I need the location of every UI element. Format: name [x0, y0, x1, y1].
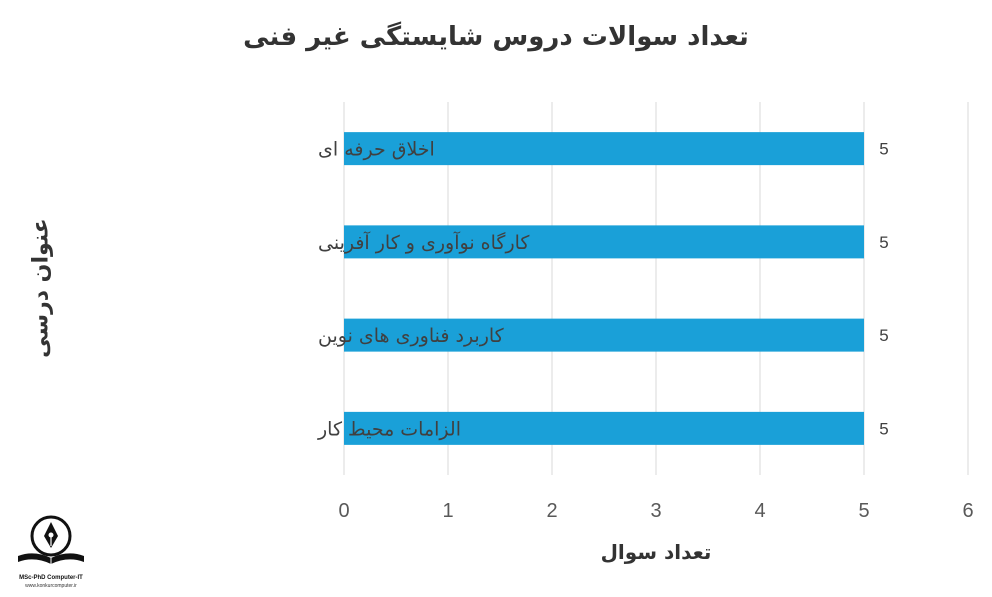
y-tick-label: الزامات محیط کار: [317, 418, 461, 440]
bar: [344, 132, 864, 166]
data-label: 5: [879, 140, 888, 159]
y-tick-label: کاربرد فناوری های نوین: [318, 325, 505, 347]
data-label: 5: [879, 419, 888, 438]
y-axis-title: عنوان درسی: [28, 218, 54, 358]
y-tick-label: اخلاق حرفه ای: [318, 139, 435, 161]
x-tick-label: 5: [858, 500, 869, 522]
data-label: 5: [879, 326, 888, 345]
brand-logo: MSc-PhD Computer-IT www.konkurcomputer.i…: [14, 512, 88, 592]
bar: [344, 225, 864, 259]
x-tick-label: 0: [338, 500, 349, 522]
x-tick-label: 6: [962, 500, 973, 522]
x-tick-label: 1: [442, 500, 453, 522]
data-label: 5: [879, 233, 888, 252]
bar: [344, 411, 864, 445]
y-tick-label: کارگاه نوآوری و کار آفرینی: [318, 230, 530, 254]
x-tick-label: 3: [650, 500, 661, 522]
bar: [344, 318, 864, 352]
logo-text: MSc-PhD Computer-IT: [19, 575, 83, 581]
x-tick-label: 2: [546, 500, 557, 522]
x-axis-title: تعداد سوال: [600, 540, 712, 564]
logo-icon: [18, 515, 84, 564]
x-tick-label: 4: [754, 500, 765, 522]
logo-url: www.konkurcomputer.ir: [25, 583, 77, 589]
chart-title: تعداد سوالات دروس شایستگی غیر فنی: [243, 22, 749, 52]
